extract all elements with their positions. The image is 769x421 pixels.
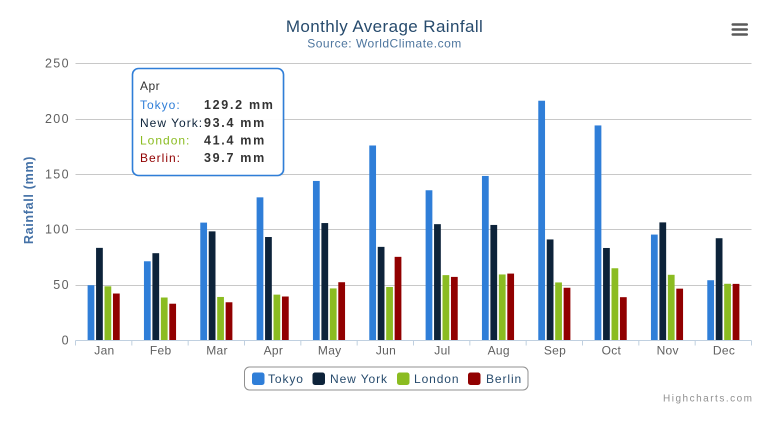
svg-text:Mar: Mar: [206, 344, 228, 358]
svg-text:Oct: Oct: [602, 344, 622, 358]
svg-text:250: 250: [45, 57, 70, 71]
svg-text:Aug: Aug: [488, 344, 510, 358]
svg-text:London:: London:: [140, 134, 190, 148]
svg-text:Feb: Feb: [150, 344, 172, 358]
svg-text:Jun: Jun: [376, 344, 396, 358]
svg-text:39.7 mm: 39.7 mm: [204, 151, 266, 165]
svg-text:Sep: Sep: [544, 344, 566, 358]
svg-text:New York:: New York:: [140, 116, 203, 130]
svg-text:Apr: Apr: [140, 79, 160, 93]
svg-text:Apr: Apr: [264, 344, 284, 358]
svg-text:129.2 mm: 129.2 mm: [204, 98, 275, 112]
svg-text:London: London: [414, 372, 459, 386]
svg-text:Nov: Nov: [657, 344, 679, 358]
svg-text:Dec: Dec: [713, 344, 735, 358]
svg-text:Jan: Jan: [94, 344, 114, 358]
svg-text:Tokyo:: Tokyo:: [140, 98, 181, 112]
svg-text:Source: WorldClimate.com: Source: WorldClimate.com: [307, 37, 462, 51]
svg-text:50: 50: [53, 278, 70, 292]
svg-text:Tokyo: Tokyo: [268, 372, 304, 386]
svg-text:Berlin: Berlin: [486, 372, 522, 386]
svg-text:Monthly Average Rainfall: Monthly Average Rainfall: [286, 17, 483, 36]
svg-text:Rainfall (mm): Rainfall (mm): [22, 156, 36, 244]
svg-text:100: 100: [45, 223, 70, 237]
svg-text:41.4 mm: 41.4 mm: [204, 134, 266, 148]
svg-text:93.4 mm: 93.4 mm: [204, 116, 266, 130]
svg-text:150: 150: [45, 167, 70, 181]
svg-text:Berlin:: Berlin:: [140, 151, 181, 165]
svg-text:0: 0: [62, 334, 70, 348]
svg-text:200: 200: [45, 112, 70, 126]
svg-text:New York: New York: [330, 372, 388, 386]
svg-text:Highcharts.com: Highcharts.com: [663, 394, 753, 405]
svg-text:May: May: [318, 344, 342, 358]
svg-text:Jul: Jul: [434, 344, 450, 358]
